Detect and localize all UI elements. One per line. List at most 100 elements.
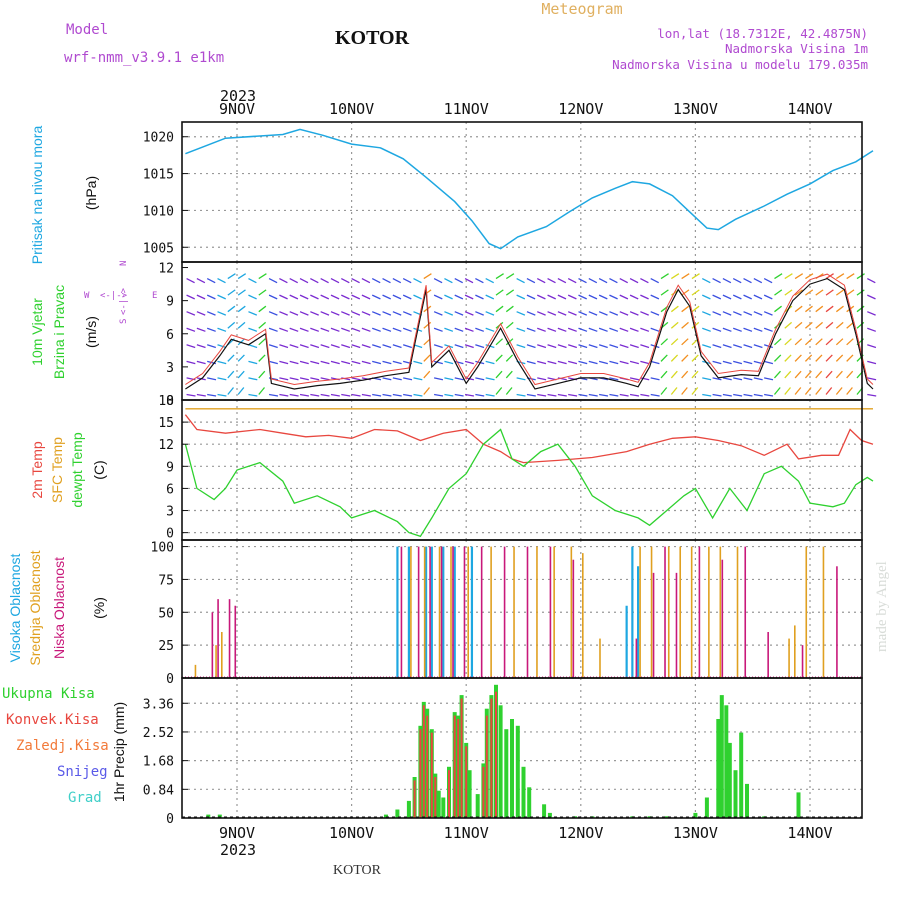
wind-arrow [392, 377, 402, 381]
wind-arrow [433, 377, 444, 381]
wind-arrow [805, 305, 813, 313]
wind-arrow [846, 354, 854, 362]
wind-arrow [495, 305, 504, 313]
wind-arrow [413, 360, 423, 365]
wind-arrow [867, 377, 877, 381]
wind-arrow [681, 305, 690, 313]
wind-arrow [258, 289, 267, 296]
top-day-label: 10NOV [329, 100, 374, 118]
wind-arrow [475, 393, 485, 397]
wind-arrow [660, 354, 668, 362]
wind-arrow [403, 377, 413, 381]
wind-arrow [619, 344, 629, 349]
wind-arrow [310, 377, 320, 381]
wind-arrow [763, 360, 774, 365]
wind-arrow [516, 277, 525, 284]
precip-bar [482, 766, 485, 818]
wind-arrow [248, 393, 258, 397]
wind-arrow [557, 277, 567, 284]
wind-arrow [433, 277, 443, 284]
wind-arrow [217, 294, 226, 300]
precip-bar [384, 814, 388, 818]
precip-bar [745, 783, 749, 818]
wind-arrow [547, 344, 557, 349]
wind-arrow [578, 311, 588, 316]
wind-arrow [361, 277, 371, 284]
wind-arrow [660, 370, 668, 379]
wind-arrow [207, 377, 217, 381]
wind-gust-line [185, 273, 874, 386]
wind-arrow [670, 321, 679, 329]
wind-arrow [815, 387, 822, 395]
wind-arrow [774, 354, 782, 362]
wind-arrow [299, 377, 309, 381]
compass-arrows-h: <-|-> [100, 291, 128, 301]
wind-arrow [598, 327, 608, 332]
wind-arrow [557, 344, 567, 349]
y-tick-label: 12 [158, 438, 174, 453]
y-tick-label: 6 [166, 482, 174, 497]
wind-arrow [784, 354, 792, 362]
wind-arrow [289, 377, 299, 381]
wind-arrow [299, 344, 309, 349]
wind-arrow [371, 277, 381, 284]
wind-arrow [588, 294, 598, 300]
wind-arrow [237, 354, 245, 362]
wind-arrow [794, 387, 802, 395]
wind-arrow [650, 277, 659, 284]
wind-speed-line [185, 277, 874, 390]
wind-arrow [392, 311, 402, 316]
compass-n: N [119, 261, 129, 266]
precip-bar [573, 816, 578, 818]
wind-arrow [537, 377, 547, 381]
wind-arrow [392, 393, 402, 397]
y-tick-label: 9 [166, 460, 174, 475]
footer-city: KOTOR [333, 863, 382, 878]
top-day-label: 12NOV [558, 100, 603, 118]
wind-arrow [743, 393, 753, 397]
wind-arrow [774, 273, 783, 280]
wind-arrow [248, 377, 258, 381]
wind-arrow [640, 393, 650, 397]
wind-arrow [217, 277, 226, 284]
wind-arrow [846, 321, 854, 329]
wind-arrow [588, 344, 598, 349]
model-altitude: Nadmorska Visina u modelu 179.035m [612, 57, 868, 72]
pressure-label: Pritisak na nivou mora [29, 126, 45, 265]
wind-arrow [650, 294, 660, 300]
wind-arrow [444, 393, 454, 397]
wind-arrow [475, 277, 484, 284]
wind-arrow [402, 294, 412, 300]
wind-arrow [629, 327, 639, 332]
wind-arrow [495, 338, 504, 346]
wind-arrow [815, 321, 824, 329]
wind-arrow [867, 344, 877, 349]
wind-arrow [568, 360, 578, 365]
wind-arrow [413, 294, 422, 300]
wind-arrow [753, 294, 763, 300]
wind-arrow [702, 327, 711, 332]
wind-arrow [660, 289, 669, 296]
panel-frame [181, 677, 863, 819]
wind-arrow [299, 277, 309, 284]
wind-arrow [547, 360, 557, 365]
wind-arrow [320, 344, 330, 349]
wind-arrow [485, 294, 495, 300]
wind-arrow [722, 311, 732, 316]
wind-arrow [733, 377, 743, 381]
bottom-day-label: 11NOV [444, 824, 489, 842]
wind-arrow [237, 387, 245, 395]
wind-arrow [372, 344, 381, 349]
wind-arrow [526, 294, 536, 300]
wind-arrow [743, 377, 753, 381]
wind-arrow [248, 344, 258, 349]
wind-arrow [454, 294, 464, 300]
wind-arrow [299, 294, 309, 300]
wind-arrow [753, 311, 763, 316]
wind-arrow [547, 277, 556, 284]
wind-arrow [279, 277, 288, 284]
wind-arrow [794, 338, 803, 346]
wind-arrow [598, 311, 608, 316]
grid-layer [182, 122, 862, 819]
wind-arrow [774, 289, 783, 296]
